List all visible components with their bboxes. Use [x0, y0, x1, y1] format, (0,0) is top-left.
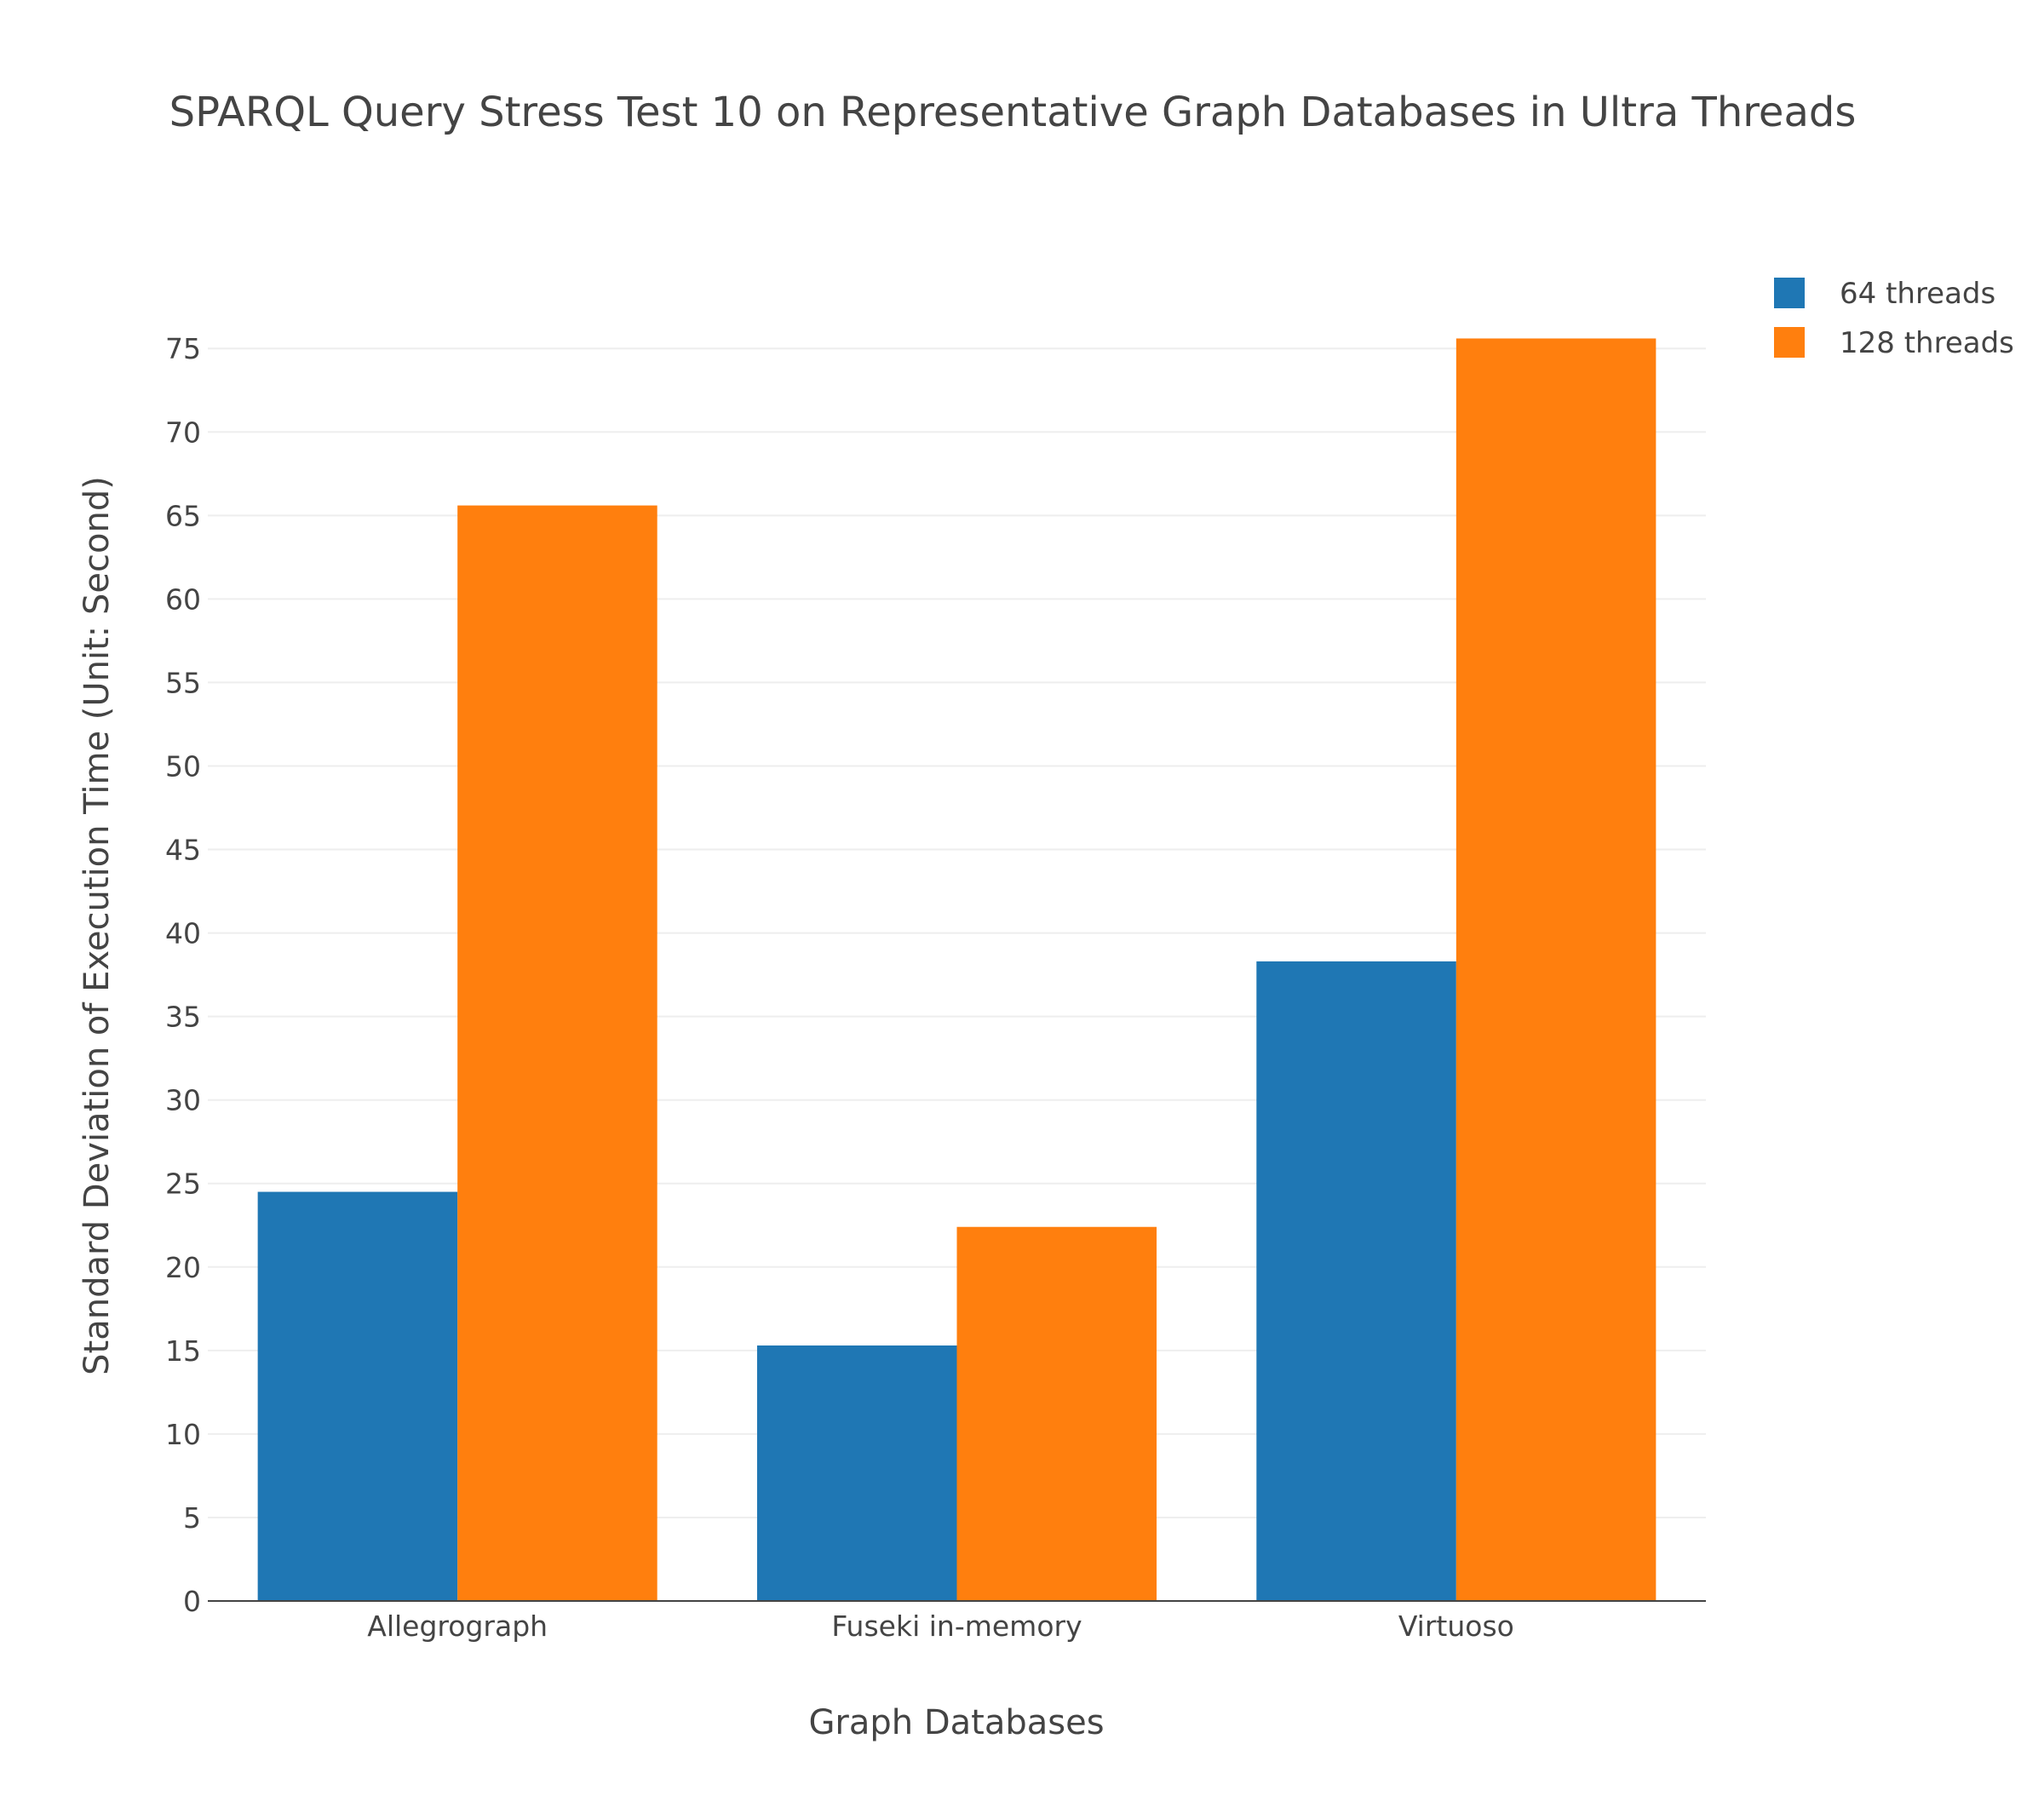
x-tick-label: Fuseki in-memory [831, 1610, 1082, 1643]
y-tick-label: 0 [183, 1585, 201, 1618]
y-tick-label: 30 [165, 1084, 201, 1117]
y-tick-label: 35 [165, 1001, 201, 1034]
y-tick-label: 45 [165, 834, 201, 867]
bar-128-threads-allegrograph [457, 505, 657, 1601]
y-tick-label: 65 [165, 499, 201, 532]
y-tick-label: 20 [165, 1251, 201, 1284]
bar-64-threads-virtuoso [1256, 961, 1456, 1601]
y-tick-label: 60 [165, 582, 201, 616]
legend-label: 128 threads [1840, 326, 2014, 360]
bar-128-threads-virtuoso [1455, 338, 1656, 1601]
legend-label: 64 threads [1840, 277, 1995, 311]
chart-title: SPARQL Query Stress Test 10 on Represent… [169, 89, 1857, 136]
y-tick-label: 70 [165, 416, 201, 449]
y-tick-label: 50 [165, 749, 201, 783]
legend: 64 threads 128 threads [1774, 277, 2014, 360]
y-axis-title: Standard Deviation of Execution Time (Un… [78, 476, 117, 1375]
y-tick-label: 10 [165, 1418, 201, 1451]
bar-128-threads-fuseki-in-memory [956, 1226, 1157, 1601]
bars [257, 338, 1656, 1601]
x-axis-title: Graph Databases [808, 1703, 1104, 1742]
y-tick-label: 25 [165, 1168, 201, 1201]
y-axis-ticks: 0 5 10 15 20 25 30 35 40 45 50 55 60 65 70 75 [165, 332, 201, 1618]
x-axis-ticks: Allegrograph Fuseki in-memory Virtuoso [367, 1610, 1514, 1643]
bar-64-threads-allegrograph [257, 1191, 458, 1601]
bar-64-threads-fuseki-in-memory [756, 1345, 957, 1601]
y-tick-label: 75 [165, 332, 201, 365]
y-tick-label: 5 [183, 1501, 201, 1535]
y-tick-label: 15 [165, 1334, 201, 1368]
x-tick-label: Virtuoso [1398, 1610, 1514, 1643]
legend-swatch [1774, 327, 1805, 358]
y-tick-label: 55 [165, 666, 201, 699]
legend-swatch [1774, 278, 1805, 308]
x-tick-label: Allegrograph [367, 1610, 548, 1643]
y-tick-label: 40 [165, 917, 201, 950]
